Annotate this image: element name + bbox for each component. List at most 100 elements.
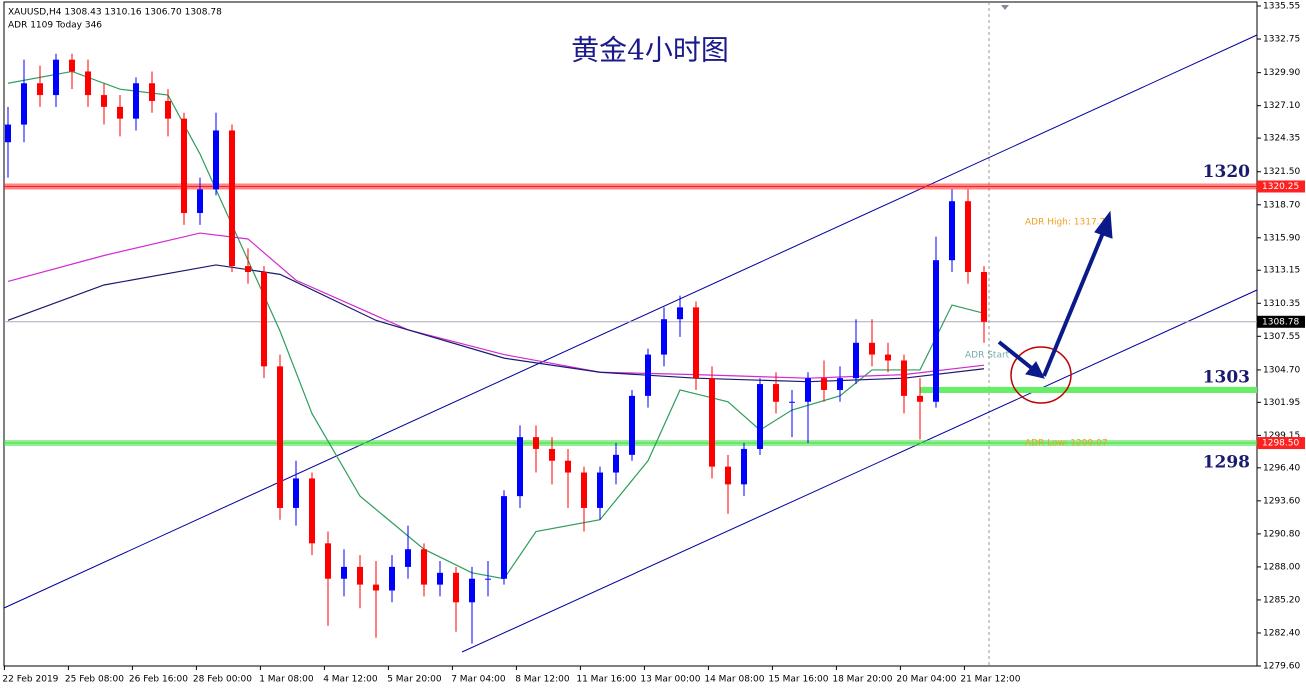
candle-body [85, 71, 91, 96]
candle-body [645, 354, 651, 396]
y-tick-label: 1335.55 [1263, 2, 1300, 12]
candle-body [197, 189, 203, 214]
y-tick-label: 1304.70 [1263, 365, 1300, 375]
y-tick-label: 1332.75 [1263, 35, 1300, 45]
y-tick-label: 1301.95 [1263, 398, 1300, 408]
info-line: ADR 1109 Today 346 [8, 21, 102, 31]
moving-average [7, 70, 985, 580]
candle-body [133, 83, 139, 119]
candle-body [357, 566, 363, 585]
candle-body [693, 307, 699, 379]
x-tick-label: 7 Mar 04:00 [451, 675, 506, 685]
x-tick-label: 1 Mar 08:00 [259, 675, 314, 685]
candle-body [597, 472, 603, 508]
candle-body [565, 460, 571, 473]
x-tick-label: 25 Feb 08:00 [65, 675, 124, 685]
x-tick-label: 4 Mar 12:00 [323, 675, 378, 685]
candle-body [181, 118, 187, 214]
candle-body [373, 584, 379, 591]
plot-frame [3, 1, 1258, 667]
y-tick-label: 1293.60 [1263, 496, 1300, 506]
candle-body [277, 366, 283, 508]
candle-body [789, 401, 795, 403]
candle-body [485, 578, 491, 580]
x-tick-label: 13 Mar 00:00 [640, 675, 700, 685]
candle-body [629, 395, 635, 455]
candle-body [613, 454, 619, 473]
candle-body [149, 83, 155, 101]
x-tick-label: 18 Mar 20:00 [832, 675, 892, 685]
candle-body [101, 95, 107, 107]
candle-body [949, 201, 955, 261]
candle-body [53, 59, 59, 96]
x-tick-label: 8 Mar 12:00 [515, 675, 570, 685]
candle-body [389, 566, 395, 591]
level-label: 1320 [1203, 162, 1250, 182]
candle-body [869, 342, 875, 355]
x-tick-label: 5 Mar 20:00 [387, 675, 442, 685]
y-tick-label: 1288.00 [1263, 562, 1300, 572]
candle-body [37, 83, 43, 96]
candle-body [21, 83, 27, 125]
x-tick-label: 28 Feb 00:00 [193, 675, 252, 685]
y-tick-label: 1285.20 [1263, 595, 1300, 605]
annotation: ADR High: 1317.79 [1025, 218, 1111, 228]
info-line: XAUUSD,H4 1308.43 1310.16 1306.70 1308.7… [8, 8, 222, 18]
candle-body [901, 360, 907, 396]
level-band [920, 386, 1257, 393]
candle-body [837, 378, 843, 390]
y-tick-label: 1279.60 [1263, 662, 1300, 672]
highlight-circle [1010, 346, 1072, 404]
price-badge-label: 1298.50 [1262, 439, 1299, 449]
candle-body [69, 59, 75, 72]
candle-body [885, 354, 891, 361]
candle-body [677, 307, 683, 320]
candle-body [293, 478, 299, 508]
candle-body [213, 130, 219, 190]
shift-marker [1001, 5, 1009, 10]
y-tick-label: 1307.55 [1263, 332, 1300, 342]
price-badge [1257, 180, 1305, 193]
y-tick-label: 1315.90 [1263, 233, 1300, 243]
level-label: 1303 [1203, 367, 1250, 387]
candle-body [165, 100, 171, 119]
y-tick-label: 1310.35 [1263, 299, 1300, 309]
candle-body [5, 124, 11, 143]
y-tick-label: 1296.40 [1263, 463, 1300, 473]
candle-body [709, 378, 715, 467]
y-tick-label: 1324.35 [1263, 134, 1300, 144]
y-tick-label: 1282.40 [1263, 628, 1300, 638]
candle-body [117, 106, 123, 119]
candle-body [261, 272, 267, 367]
price-badge [1257, 437, 1305, 450]
candle-body [661, 319, 667, 355]
y-tick-label: 1290.80 [1263, 529, 1300, 539]
y-tick-label: 1327.10 [1263, 101, 1300, 111]
y-tick-label: 1321.50 [1263, 167, 1300, 177]
candle-body [933, 260, 939, 402]
candle-body [741, 448, 747, 485]
candle-body [245, 266, 251, 273]
level-label: 1298 [1203, 453, 1250, 473]
candle-body [981, 272, 987, 322]
candle-body [821, 378, 827, 390]
candle-body [309, 478, 315, 544]
price-badge-label: 1320.25 [1262, 182, 1299, 192]
x-tick-label: 22 Feb 2019 [2, 675, 58, 685]
annotation: ADR Low: 1299.07 [1025, 439, 1108, 449]
x-tick-label: 26 Feb 16:00 [129, 675, 188, 685]
candle-body [453, 572, 459, 603]
candle-body [325, 543, 331, 579]
candle-body [341, 566, 347, 579]
arrows [997, 210, 1113, 379]
candle-body [805, 378, 811, 402]
candle-body [725, 466, 731, 485]
candle-body [469, 578, 475, 603]
annotation: ADR Start [965, 351, 1010, 361]
candle-body [501, 496, 507, 579]
x-tick-label: 14 Mar 08:00 [704, 675, 764, 685]
candle-body [437, 572, 443, 585]
candle-body [917, 395, 923, 402]
price-badge [1257, 315, 1305, 328]
